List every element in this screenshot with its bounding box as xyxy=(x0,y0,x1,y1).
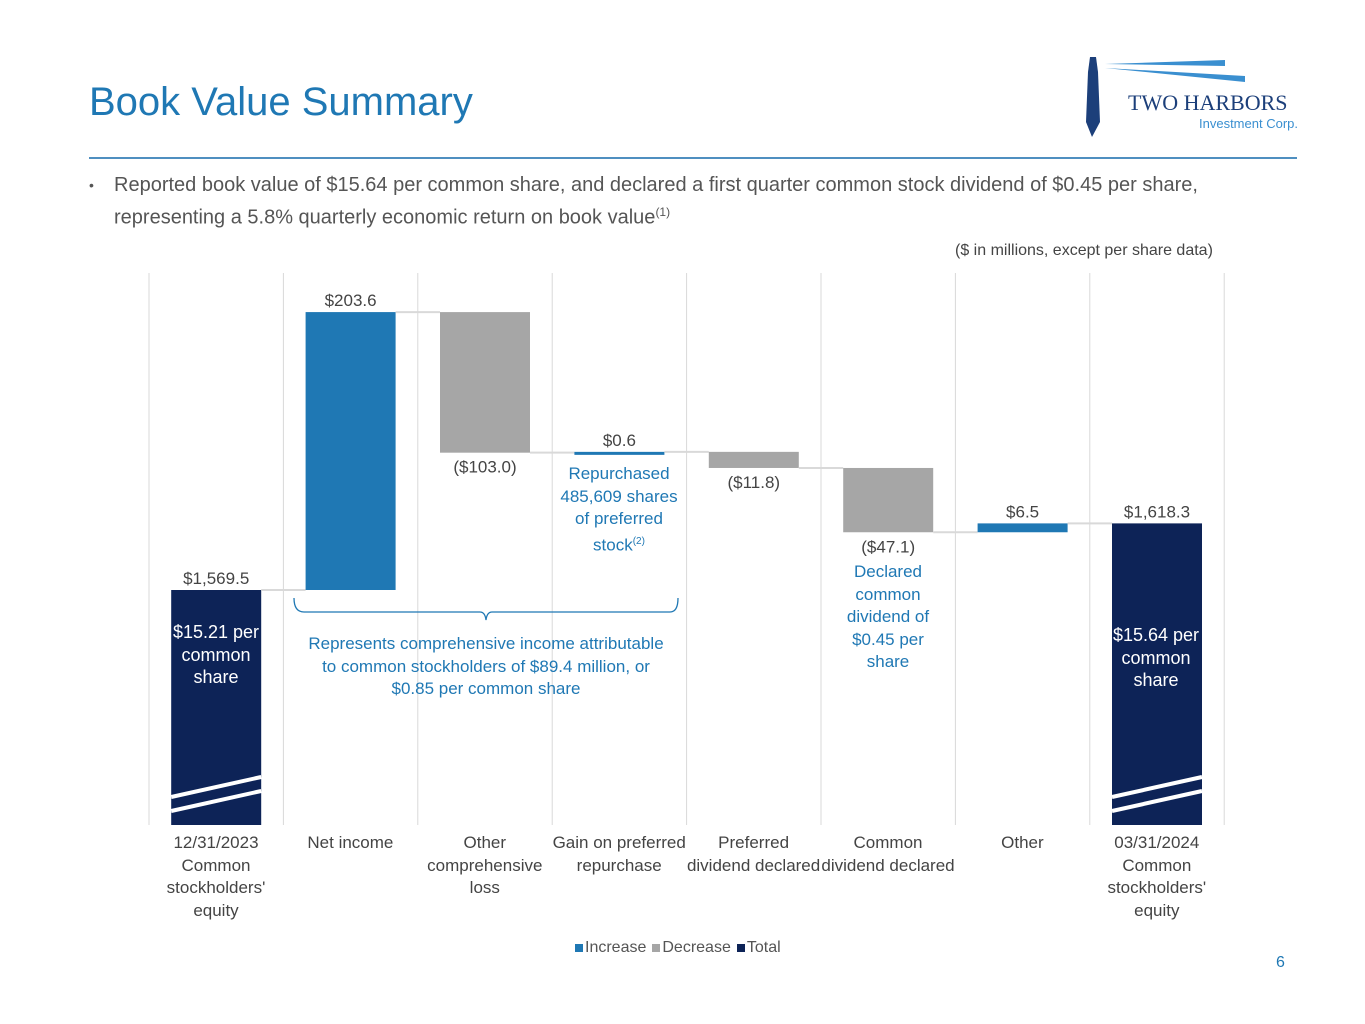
data-label: $1,569.5 xyxy=(183,569,249,588)
category-label: Preferred dividend declared xyxy=(686,833,821,875)
summary-bullet: • Reported book value of $15.64 per comm… xyxy=(89,174,1198,229)
legend-decrease: Decrease xyxy=(652,939,731,957)
footnote-ref-2: (2) xyxy=(632,535,645,547)
axis-break-mark xyxy=(170,775,262,799)
legend-label: Total xyxy=(746,939,781,956)
bar-decrease xyxy=(440,312,530,453)
category-label: Common dividend declared xyxy=(821,833,955,875)
data-label: ($11.8) xyxy=(727,473,780,492)
axis-break-mark xyxy=(170,789,262,813)
decrease-swatch xyxy=(652,944,661,952)
data-label: ($47.1) xyxy=(861,537,915,556)
bar-increase xyxy=(977,523,1068,533)
summary-text: Reported book value of $15.64 per common… xyxy=(114,174,1198,229)
total-swatch xyxy=(736,944,745,952)
category-label: Gain on preferred repurchase xyxy=(552,833,686,875)
legend-label: Decrease xyxy=(662,939,731,956)
chart-legend: Increase Decrease Total xyxy=(575,939,781,957)
category-label: Net income xyxy=(307,833,394,852)
units-note: ($ in millions, except per share data) xyxy=(955,242,1213,259)
category-label: 12/31/2023 Common stockholders' equity xyxy=(166,833,266,920)
axis-break-mark xyxy=(1111,775,1203,799)
bar-increase xyxy=(305,312,396,590)
footnote-ref: (1) xyxy=(655,205,671,219)
axis-break-mark xyxy=(1111,789,1203,813)
bar-decrease xyxy=(708,451,799,468)
title-divider xyxy=(89,157,1297,159)
data-label: ($103.0) xyxy=(453,458,516,477)
category-label: Other comprehensive loss xyxy=(427,833,543,897)
bracket xyxy=(293,597,679,621)
increase-swatch xyxy=(575,944,583,952)
dividend-note: Declared common dividend of $0.45 per sh… xyxy=(846,562,930,671)
bar-increase xyxy=(574,451,665,455)
page-title: Book Value Summary xyxy=(89,80,473,124)
start-per-share-note: $15.21 per common share xyxy=(172,622,260,687)
legend-increase: Increase xyxy=(575,939,646,957)
end-per-share-note: $15.64 per common share xyxy=(1112,625,1200,690)
data-label: $6.5 xyxy=(1006,502,1039,521)
bar-decrease xyxy=(843,467,934,533)
repurchase-note: Repurchased 485,609 shares of preferred … xyxy=(552,463,686,557)
data-label: $1,618.3 xyxy=(1124,502,1190,521)
category-label: 03/31/2024 Common stockholders' equity xyxy=(1107,833,1207,920)
svg-text:Investment Corp.: Investment Corp. xyxy=(1199,116,1298,131)
data-label: $203.6 xyxy=(325,291,377,310)
legend-label: Increase xyxy=(585,939,647,956)
two-harbors-logo: TWO HARBORS Investment Corp. xyxy=(1080,52,1305,142)
legend-total: Total xyxy=(736,939,781,957)
bar-total xyxy=(1112,523,1202,825)
category-label: Other xyxy=(1001,833,1044,852)
repurchase-text: Repurchased 485,609 shares of preferred … xyxy=(560,464,678,555)
comprehensive-income-note: Represents comprehensive income attribut… xyxy=(308,634,664,698)
page-number: 6 xyxy=(1276,954,1285,971)
data-label: $0.6 xyxy=(603,431,636,450)
svg-text:TWO HARBORS: TWO HARBORS xyxy=(1128,90,1288,115)
